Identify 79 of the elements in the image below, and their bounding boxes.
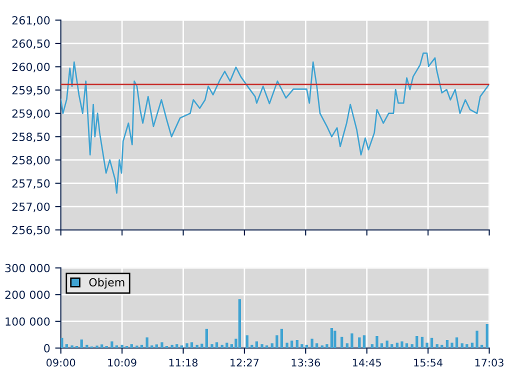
- y-tick-label: 256,50: [12, 226, 50, 236]
- x-tick-label: 11:18: [169, 358, 198, 367]
- y-tick-label: 257,00: [12, 202, 50, 212]
- x-tick-label: 09:00: [46, 358, 76, 367]
- y-tick-label: 100 000: [6, 317, 50, 326]
- bar: [386, 340, 388, 348]
- bar: [300, 344, 304, 348]
- bar: [280, 328, 284, 348]
- bar: [370, 344, 374, 348]
- bar: [326, 344, 328, 348]
- x-tick-label: 10:09: [108, 358, 136, 367]
- bar: [190, 342, 194, 348]
- bar: [486, 324, 488, 348]
- bar: [362, 335, 366, 348]
- bar: [286, 342, 288, 348]
- y-tick-label: 260,00: [12, 62, 50, 72]
- bar: [430, 338, 434, 348]
- bar: [396, 342, 399, 348]
- bar: [376, 336, 378, 348]
- bar: [210, 344, 214, 348]
- bar: [330, 328, 334, 348]
- bar: [96, 346, 98, 348]
- bar: [310, 338, 314, 348]
- bar: [65, 344, 68, 348]
- bar: [276, 335, 278, 348]
- y-tick-label: 0: [44, 344, 50, 352]
- bar: [70, 345, 74, 348]
- bar: [296, 340, 298, 348]
- bar: [420, 336, 424, 348]
- bar: [238, 299, 241, 348]
- legend-label: Objem: [89, 278, 124, 289]
- bar: [215, 342, 218, 348]
- y-tick-label: 200 000: [5, 290, 50, 300]
- x-tick-label: 15:54: [414, 358, 442, 367]
- bar: [350, 333, 354, 348]
- bar: [450, 342, 454, 348]
- line-series: [60, 52, 490, 194]
- bar: [160, 342, 164, 348]
- y-tick-label: 261,00: [12, 16, 50, 26]
- bar: [146, 337, 148, 348]
- bar: [426, 342, 428, 348]
- bar: [334, 330, 336, 348]
- bar: [130, 344, 133, 348]
- x-tick-label: 13:36: [292, 358, 320, 367]
- bar: [416, 336, 418, 348]
- bar: [358, 337, 361, 348]
- bar: [170, 344, 174, 348]
- bar: [340, 336, 344, 348]
- y-tick-label: 260,50: [12, 39, 50, 49]
- bar: [446, 340, 449, 348]
- bar: [436, 344, 438, 348]
- bar: [455, 337, 458, 348]
- bar: [226, 342, 228, 348]
- y-tick-label: 259,00: [12, 109, 50, 119]
- bar: [390, 344, 394, 348]
- y-tick-label: 300 000: [5, 264, 50, 272]
- bar: [136, 346, 138, 348]
- x-tick-label: 14:45: [352, 358, 381, 367]
- bar: [290, 340, 294, 348]
- bar: [410, 344, 414, 348]
- bar: [255, 341, 258, 348]
- x-tick-label: 12:27: [230, 358, 259, 366]
- bar: [205, 328, 208, 348]
- bar: [476, 330, 478, 348]
- bar: [186, 343, 188, 348]
- bar: [470, 342, 474, 348]
- bar: [466, 344, 468, 348]
- x-tick-label: 17:03: [475, 358, 504, 367]
- bar: [120, 344, 124, 348]
- y-tick-label: 258,50: [12, 132, 50, 142]
- y-tick-label: 259,50: [12, 86, 50, 96]
- bar: [176, 344, 178, 348]
- bar: [110, 341, 114, 348]
- bar: [400, 341, 404, 348]
- y-tick-label: 257,50: [12, 179, 50, 189]
- bar: [246, 335, 248, 348]
- y-tick-label: 258,00: [12, 156, 50, 166]
- bar: [260, 344, 264, 348]
- bar: [80, 340, 83, 348]
